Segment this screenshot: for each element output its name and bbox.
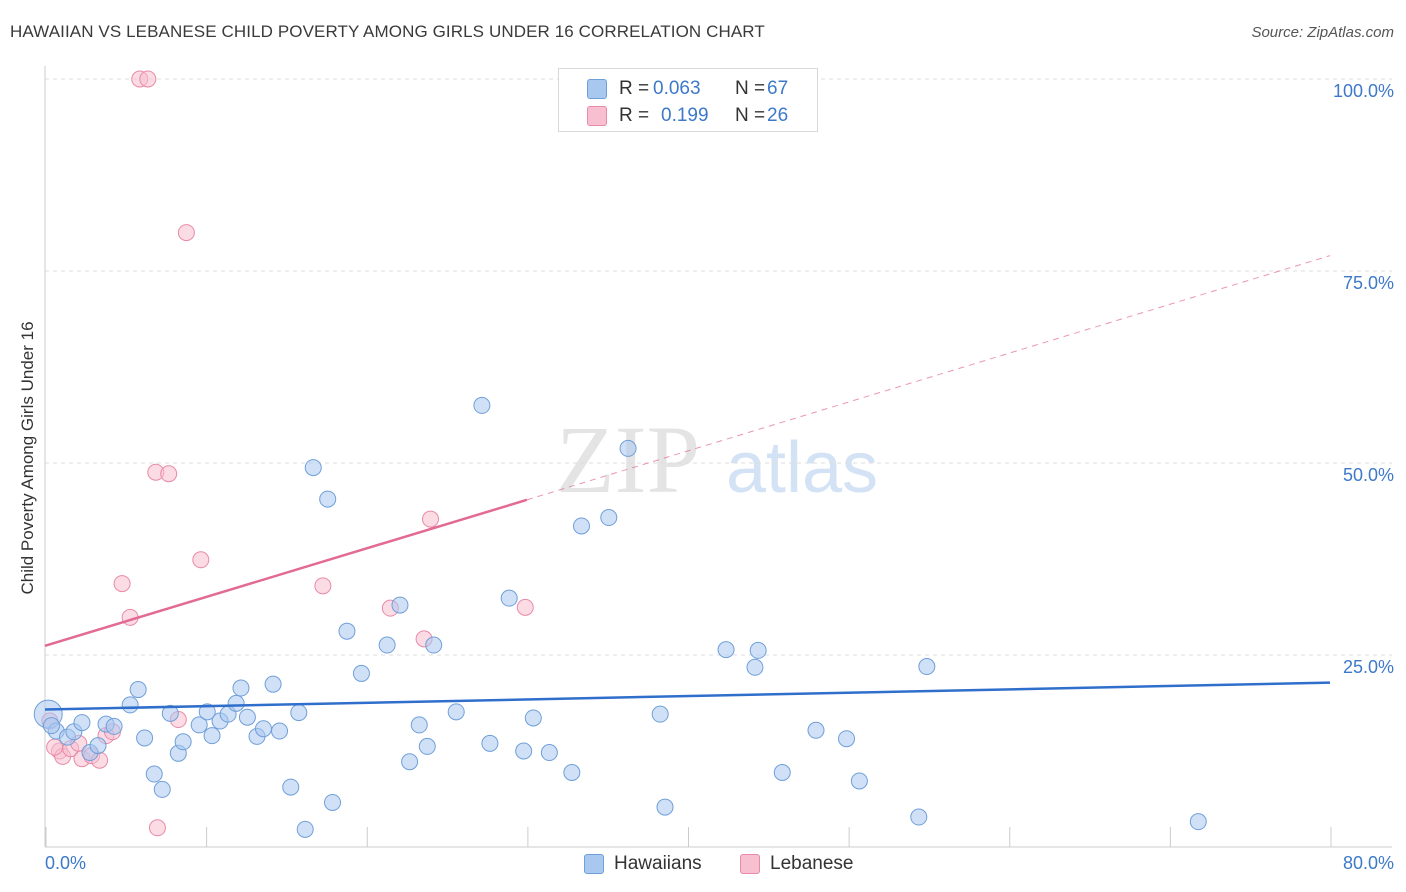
bottom-lebanese-swatch (740, 854, 760, 874)
hawaiian-point (145, 765, 163, 783)
y-tick-label: 75.0% (1343, 273, 1394, 293)
hawaiian-point (232, 679, 250, 697)
correlation-legend: R = 0.063 N = 67 R = 0.199 N = 26 (558, 68, 818, 132)
lebanese-point (422, 510, 439, 528)
hawaiian-point (600, 509, 618, 527)
lebanese-point (139, 70, 157, 88)
hawaiian-point (290, 704, 308, 722)
lebanese-point (160, 465, 178, 483)
hawaiian-point (619, 439, 637, 457)
hawaiian-point (338, 622, 356, 640)
hawaiian-point (190, 716, 208, 734)
hawaiian-point (73, 714, 91, 732)
hawaiian-point (910, 808, 928, 826)
source-credit: Source: ZipAtlas.com (1251, 24, 1394, 41)
y-tick-label: 50.0% (1343, 465, 1394, 485)
hawaiian-point (282, 778, 300, 796)
x-tick-label: 0.0% (45, 853, 86, 873)
hawaiians-n-label: N = (735, 78, 766, 99)
hawaiian-point (304, 459, 322, 477)
lebanese-point (177, 224, 195, 242)
hawaiian-point (42, 717, 60, 735)
hawaiian-point (254, 720, 272, 738)
hawaiian-point (174, 733, 192, 751)
hawaiians-r-label: R = (619, 78, 650, 99)
hawaiian-point (515, 742, 533, 760)
hawaiian-point (918, 658, 936, 676)
watermark-zip: ZIP (556, 406, 700, 513)
hawaiian-point (807, 721, 825, 739)
lebanese-n-value: 26 (767, 105, 789, 126)
hawaiian-point (401, 753, 419, 771)
hawaiian-point (271, 722, 289, 740)
bottom-hawaiians-label: Hawaiians (614, 853, 702, 874)
hawaiian-point (89, 737, 107, 755)
hawaiian-point (563, 764, 581, 782)
hawaiian-point (524, 709, 542, 727)
hawaiian-point (105, 717, 123, 735)
hawaiian-point (746, 658, 764, 676)
lebanese-swatch (587, 106, 607, 126)
lebanese-point (113, 575, 131, 593)
lebanese-point (314, 577, 332, 595)
y-tick-label: 25.0% (1343, 657, 1394, 677)
hawaiian-point (161, 704, 179, 722)
hawaiian-point (656, 798, 674, 816)
hawaiian-point (447, 703, 465, 721)
lebanese-n-label: N = (735, 105, 766, 126)
hawaiian-point (136, 729, 154, 747)
hawaiian-point (227, 694, 245, 712)
hawaiian-point (850, 772, 868, 790)
hawaiian-point (749, 641, 767, 659)
lebanese-r-value: 0.199 (661, 105, 709, 126)
hawaiian-point (378, 636, 396, 654)
hawaiian-point (651, 705, 669, 723)
hawaiian-point (129, 681, 147, 699)
hawaiian-point (121, 696, 139, 714)
bottom-lebanese-label: Lebanese (770, 853, 854, 874)
y-tick-label: 100.0% (1333, 81, 1394, 101)
hawaiian-point (324, 793, 342, 811)
hawaiian-point (473, 396, 491, 414)
hawaiian-point (773, 764, 791, 782)
x-tick-label: 80.0% (1343, 853, 1394, 873)
hawaiian-point (410, 716, 428, 734)
hawaiian-point (425, 636, 443, 654)
hawaiian-point (540, 744, 558, 762)
chart-title: HAWAIIAN VS LEBANESE CHILD POVERTY AMONG… (10, 22, 765, 41)
lebanese-trend-line (44, 498, 528, 647)
hawaiian-point (418, 737, 436, 755)
hawaiian-point (238, 708, 256, 726)
lebanese-point (148, 819, 166, 837)
lebanese-point (516, 598, 534, 616)
hawaiian-point (391, 596, 409, 614)
hawaiian-point (352, 664, 370, 682)
y-axis-label: Child Poverty Among Girls Under 16 (18, 321, 37, 595)
hawaiian-point (319, 490, 337, 508)
lebanese-point (192, 551, 210, 569)
hawaiian-point (500, 589, 518, 607)
hawaiian-point (264, 675, 282, 693)
hawaiian-point (717, 641, 735, 659)
hawaiian-point (572, 517, 590, 535)
hawaiian-point (153, 780, 171, 798)
lebanese-trend-extension (526, 255, 1331, 501)
hawaiian-point (203, 727, 221, 745)
lebanese-r-label: R = (619, 105, 650, 126)
hawaiian-point (1189, 813, 1207, 831)
hawaiian-trend-line (44, 681, 1331, 711)
hawaiian-point (296, 820, 314, 838)
hawaiians-n-value: 67 (767, 78, 789, 99)
bottom-hawaiians-swatch (584, 854, 604, 874)
hawaiian-point (838, 730, 856, 748)
hawaiians-r-value: 0.063 (653, 78, 701, 99)
hawaiians-swatch (587, 79, 607, 99)
hawaiian-point (481, 734, 499, 752)
hawaiian-point (198, 703, 216, 721)
watermark-atlas: atlas (726, 428, 878, 508)
